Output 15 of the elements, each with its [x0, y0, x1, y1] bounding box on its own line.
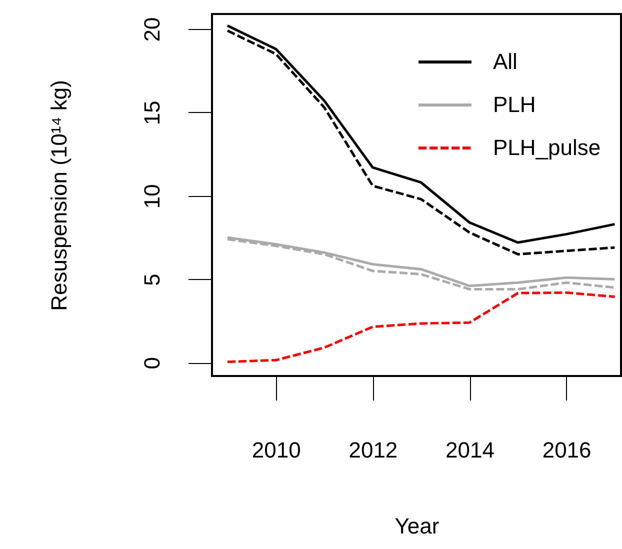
- x-tick-label: 2012: [348, 438, 398, 462]
- y-axis-title: Resuspension (10¹⁴ kg): [46, 80, 72, 311]
- x-tick-label: 2014: [446, 438, 494, 462]
- line-series: [226, 291, 616, 364]
- x-tick-label: 2016: [542, 438, 592, 462]
- legend-label: PLH: [493, 92, 536, 117]
- legend-label: PLH_pulse: [493, 135, 601, 160]
- x-tick-label: 2010: [252, 438, 301, 462]
- y-tick-label: 20: [140, 17, 164, 42]
- y-tick-label: 0: [140, 357, 164, 370]
- x-axis-title: Year: [394, 514, 440, 538]
- y-tick-label: 5: [140, 274, 164, 286]
- y-tick-label: 15: [140, 100, 164, 126]
- y-tick-label: 10: [140, 184, 164, 209]
- legend-label: All: [493, 49, 518, 74]
